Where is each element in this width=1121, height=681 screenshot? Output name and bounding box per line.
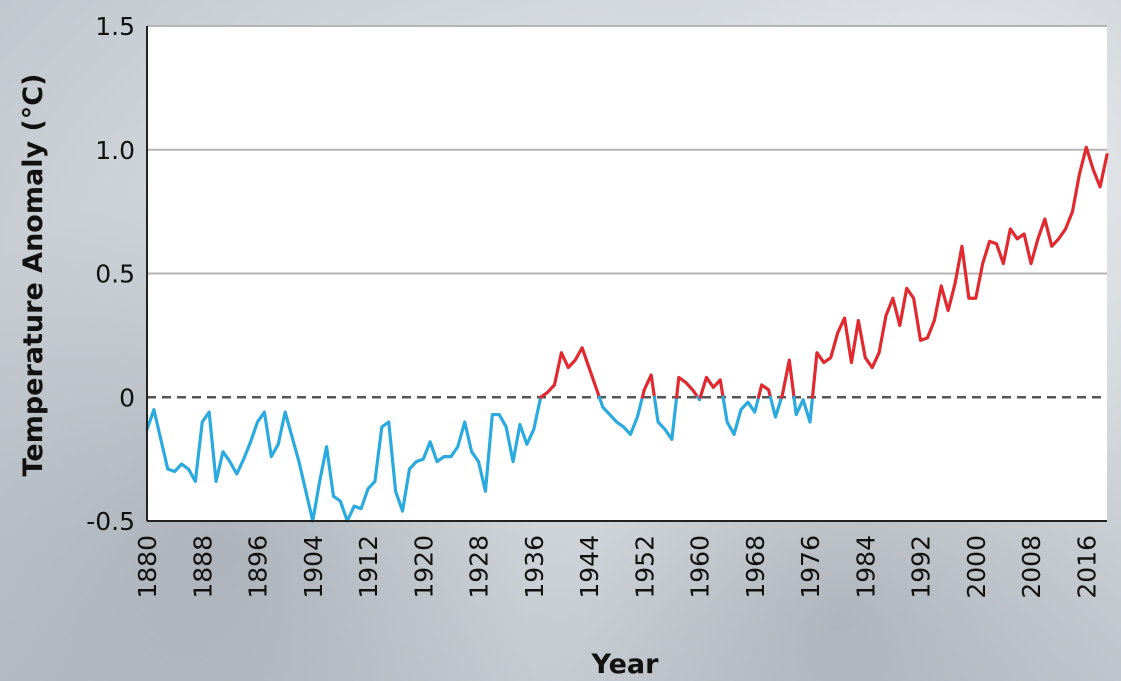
series-line-segment-below [652, 395, 679, 441]
series-line-segment-below [792, 395, 815, 424]
series-line-segment-above [756, 383, 773, 399]
y-axis-title: Temperature Anomaly (°C) [18, 74, 49, 477]
series-line-segment-below [768, 395, 784, 419]
x-tick-label: 1896 [244, 535, 273, 599]
x-tick-labels: 1880 1888 1896 1904 1912 1920 1928 1936 1944 1952… [133, 535, 1101, 599]
series-line-segment-above [780, 358, 796, 399]
series-line-segment-above [810, 145, 1109, 399]
series-line-segment-above [640, 373, 657, 399]
x-tick-label: 1936 [520, 535, 549, 599]
y-tick-label: 1.0 [95, 136, 135, 165]
x-axis-title: Year [591, 649, 660, 680]
y-tick-label: -0.5 [86, 507, 135, 536]
x-tick-label: 1968 [741, 535, 770, 599]
x-tick-label: 1984 [851, 535, 880, 599]
x-tick-label: 2016 [1072, 535, 1101, 599]
series-line-segment-above [674, 375, 700, 399]
y-tick-label: 1.5 [95, 12, 135, 41]
x-tick-label: 1960 [686, 535, 715, 599]
y-tick-labels: 1.5 1.0 0.5 0 -0.5 [86, 12, 135, 536]
series-line-segment-below [597, 395, 644, 436]
x-tick-label: 1904 [299, 535, 328, 599]
x-tick-label: 1992 [907, 535, 936, 599]
axes [146, 26, 1107, 522]
series-line-segment-above [539, 346, 601, 399]
x-tick-label: 1976 [796, 535, 825, 599]
y-tick-label: 0 [119, 383, 135, 412]
x-tick-label: 1928 [465, 535, 494, 599]
series-line-segment-below [145, 395, 543, 523]
x-tick-label: 1880 [133, 535, 162, 599]
x-tick-label: 1944 [575, 535, 604, 599]
x-tick-label: 1912 [354, 535, 383, 599]
series-line-segment-below [721, 395, 761, 436]
anomaly-line [145, 145, 1109, 523]
x-tick-label: 2000 [962, 535, 991, 599]
x-tick-label: 2008 [1017, 535, 1046, 599]
x-tick-label: 1888 [188, 535, 217, 599]
x-tick-label: 1920 [409, 535, 438, 599]
series-line-segment-above [698, 375, 725, 399]
x-tick-label: 1952 [630, 535, 659, 599]
y-tick-label: 0.5 [95, 260, 135, 289]
grid-lines [147, 25, 1107, 275]
